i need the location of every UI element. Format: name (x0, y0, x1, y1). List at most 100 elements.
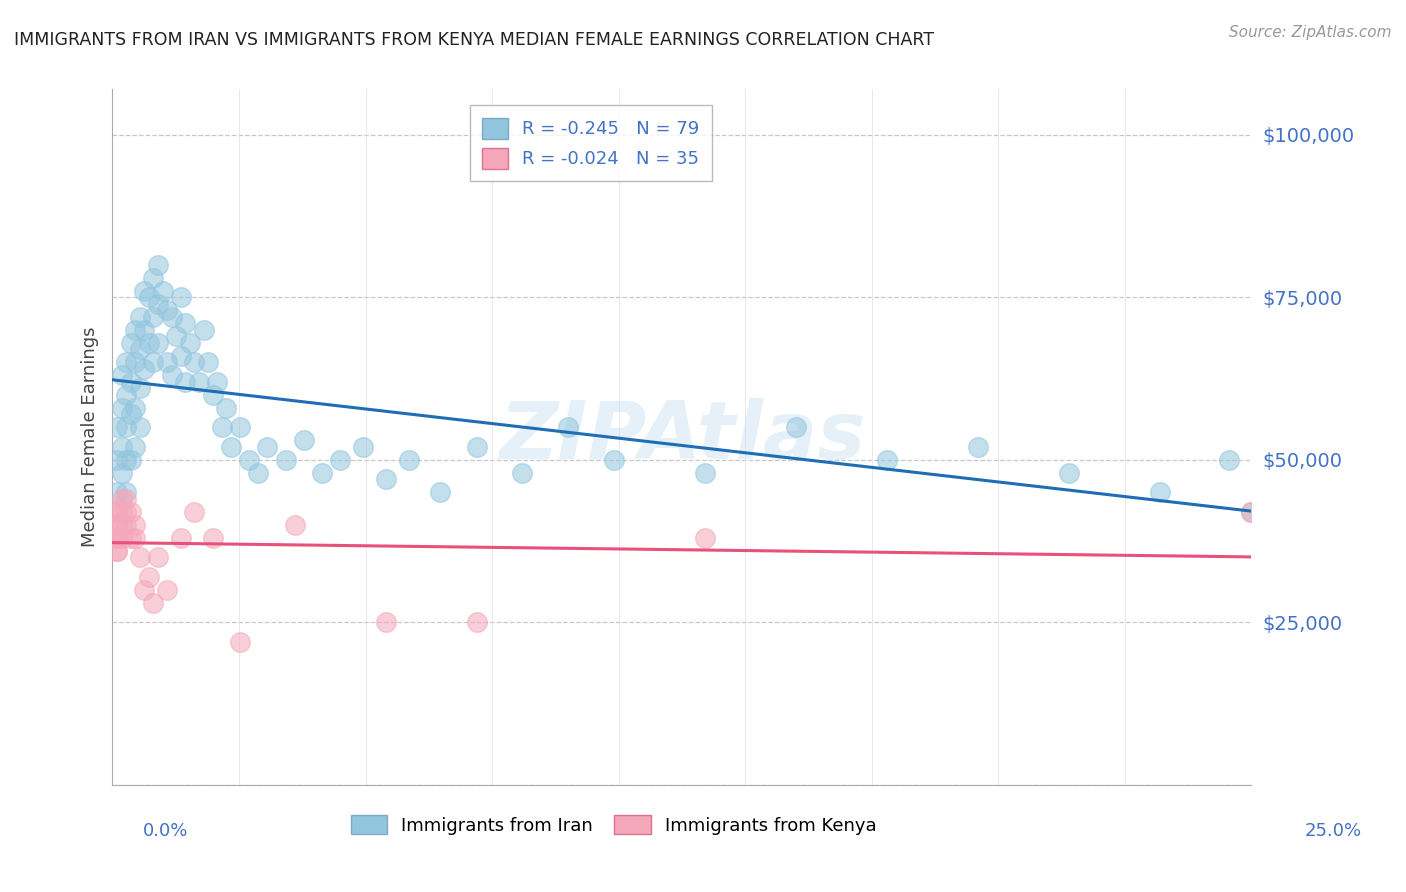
Point (134, 361, 156, 376)
Text: IMMIGRANTS FROM IRAN VS IMMIGRANTS FROM KENYA MEDIAN FEMALE EARNINGS CORRELATION: IMMIGRANTS FROM IRAN VS IMMIGRANTS FROM … (14, 31, 934, 49)
Point (165, 329, 187, 343)
Text: 25.0%: 25.0% (1305, 822, 1361, 840)
Point (156, 303, 179, 318)
Point (142, 270, 165, 285)
Point (124, 531, 146, 545)
Text: 0.0%: 0.0% (143, 822, 188, 840)
Point (693, 466, 716, 480)
Point (160, 368, 183, 383)
Point (292, 434, 315, 448)
Point (352, 440, 374, 454)
Point (197, 355, 219, 369)
Point (124, 401, 146, 415)
Point (105, 531, 128, 545)
Point (207, 375, 229, 389)
Point (142, 596, 165, 610)
Point (183, 505, 205, 519)
Point (128, 343, 150, 357)
Point (219, 440, 242, 454)
Point (876, 453, 898, 467)
Point (105, 420, 128, 434)
Point (374, 472, 396, 486)
Point (183, 355, 205, 369)
Point (120, 375, 142, 389)
Point (179, 335, 201, 350)
Point (201, 531, 224, 545)
Point (110, 517, 132, 532)
Point (105, 517, 128, 532)
Point (398, 453, 420, 467)
Point (311, 466, 333, 480)
Point (115, 420, 138, 434)
Point (110, 491, 132, 506)
Point (229, 635, 252, 649)
Point (170, 531, 193, 545)
Point (124, 355, 146, 369)
Point (512, 466, 534, 480)
Point (128, 381, 150, 395)
Point (142, 355, 165, 369)
Point (160, 310, 183, 324)
Point (115, 491, 138, 506)
Point (211, 420, 233, 434)
Point (693, 531, 716, 545)
Point (110, 505, 132, 519)
Point (1240, 505, 1263, 519)
Point (201, 388, 224, 402)
Point (115, 355, 138, 369)
Point (105, 544, 128, 558)
Point (188, 375, 211, 389)
Point (1057, 466, 1080, 480)
Point (146, 297, 169, 311)
Point (120, 531, 142, 545)
Point (105, 531, 128, 545)
Point (120, 407, 142, 421)
Point (124, 517, 146, 532)
Point (120, 505, 142, 519)
Point (557, 420, 579, 434)
Point (170, 290, 193, 304)
Point (105, 544, 128, 558)
Point (105, 453, 128, 467)
Point (138, 335, 160, 350)
Point (156, 355, 179, 369)
Point (115, 485, 138, 500)
Point (134, 323, 156, 337)
Text: ZIPAtlas: ZIPAtlas (499, 398, 865, 476)
Y-axis label: Median Female Earnings: Median Female Earnings (80, 326, 98, 548)
Point (1149, 485, 1171, 500)
Point (105, 505, 128, 519)
Point (465, 440, 488, 454)
Point (115, 388, 138, 402)
Point (146, 258, 169, 272)
Point (146, 335, 169, 350)
Point (215, 401, 238, 415)
Point (110, 368, 132, 383)
Point (238, 453, 260, 467)
Point (105, 485, 128, 500)
Point (124, 440, 146, 454)
Legend: Immigrants from Iran, Immigrants from Kenya: Immigrants from Iran, Immigrants from Ke… (343, 808, 884, 842)
Point (120, 453, 142, 467)
Point (105, 505, 128, 519)
Point (1240, 505, 1263, 519)
Point (128, 550, 150, 565)
Point (174, 375, 197, 389)
Point (274, 453, 297, 467)
Point (128, 310, 150, 324)
Point (229, 420, 252, 434)
Point (138, 570, 160, 584)
Point (110, 466, 132, 480)
Point (124, 323, 146, 337)
Point (256, 440, 278, 454)
Point (115, 517, 138, 532)
Point (193, 323, 215, 337)
Point (120, 335, 142, 350)
Point (152, 284, 174, 298)
Point (142, 310, 165, 324)
Point (115, 453, 138, 467)
Point (134, 582, 156, 597)
Point (429, 485, 451, 500)
Point (110, 531, 132, 545)
Point (115, 505, 138, 519)
